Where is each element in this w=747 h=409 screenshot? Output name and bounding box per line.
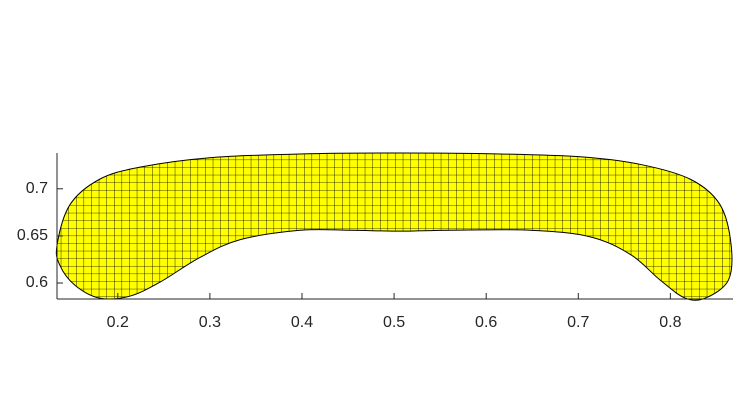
x-tick-label: 0.6 (475, 314, 497, 331)
y-tick-label: 0.7 (26, 180, 48, 197)
x-tick-label: 0.7 (567, 314, 589, 331)
x-tick-label: 0.3 (199, 314, 221, 331)
x-tick-label: 0.5 (383, 314, 405, 331)
x-tick-label: 0.8 (659, 314, 681, 331)
y-tick-label: 0.65 (17, 227, 48, 244)
y-tick-label: 0.6 (26, 274, 48, 291)
patch (55, 152, 733, 301)
x-tick-label: 0.4 (291, 314, 313, 331)
x-tick-label: 0.2 (107, 314, 129, 331)
